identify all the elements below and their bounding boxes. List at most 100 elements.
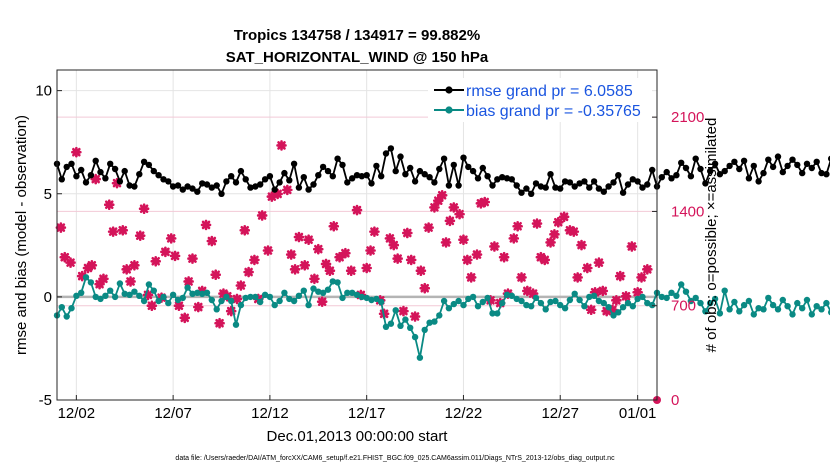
- bias-point: [697, 299, 704, 307]
- bias-point: [387, 320, 395, 327]
- obs-assimilated-marker: [316, 296, 328, 307]
- obs-assimilated-marker: [187, 253, 198, 264]
- obs-assimilated-marker: [312, 243, 324, 255]
- obs-assimilated-marker: [489, 241, 500, 252]
- obs-assimilated-marker: [192, 301, 204, 313]
- bias-point: [218, 297, 225, 305]
- obs-assimilated-marker: [429, 202, 440, 213]
- obs-assimilated-marker: [266, 191, 278, 202]
- data-file-footnote: data file: /Users/raeder/DAI/ATM_forcXX/…: [175, 455, 615, 462]
- y-tick-label-right: 2100: [671, 109, 704, 126]
- bias-point: [663, 294, 670, 302]
- bias-point: [629, 303, 636, 310]
- bias-point: [295, 292, 303, 299]
- bias-point: [344, 289, 351, 296]
- obs-assimilated-marker: [392, 253, 403, 264]
- bias-point: [402, 316, 409, 323]
- obs-assimilated-marker: [210, 269, 222, 281]
- bias-point: [169, 291, 177, 298]
- bias-point: [503, 291, 511, 298]
- bias-point: [566, 296, 574, 304]
- obs-assimilated-marker: [444, 215, 456, 227]
- x-tick-label: 12/02: [58, 405, 96, 422]
- bias-point: [668, 289, 675, 296]
- rmse-point: [426, 174, 433, 181]
- bias-point: [87, 279, 95, 286]
- obs-assimilated-marker: [558, 211, 570, 223]
- rmse-point: [310, 181, 317, 188]
- obs-assimilated-marker: [636, 272, 647, 283]
- rmse-point: [547, 171, 554, 178]
- rmse-point: [145, 161, 153, 169]
- bias-point: [107, 287, 114, 294]
- rmse-point: [489, 182, 496, 189]
- obs-assimilated-marker: [293, 231, 305, 243]
- bias-point: [276, 297, 283, 305]
- rmse-point: [368, 180, 375, 187]
- obs-assimilated-marker: [160, 246, 171, 258]
- rmse-point: [465, 163, 472, 171]
- rmse-point: [450, 161, 457, 169]
- obs-assimilated-marker: [303, 234, 314, 246]
- bias-point: [411, 333, 419, 341]
- rmse-point: [194, 188, 201, 195]
- bias-point: [165, 299, 172, 307]
- rmse-point: [474, 175, 482, 182]
- rmse-point: [557, 185, 564, 192]
- obs-assimilated-marker: [607, 304, 618, 316]
- obs-assimilated-marker: [522, 285, 533, 297]
- obs-assimilated-marker: [614, 270, 626, 282]
- rmse-point: [411, 178, 419, 185]
- bias-point: [305, 301, 312, 309]
- bias-point: [557, 301, 564, 309]
- bias-point: [242, 294, 249, 302]
- rmse-point: [150, 167, 157, 175]
- obs-assimilated-marker: [86, 260, 98, 271]
- obs-assimilated-marker: [582, 262, 593, 274]
- bias-point: [595, 297, 603, 305]
- rmse-point: [576, 180, 583, 187]
- bias-point: [765, 294, 772, 302]
- bias-point: [358, 293, 365, 301]
- obs-assimilated-marker: [402, 227, 413, 239]
- rmse-point: [663, 168, 670, 176]
- bias-point: [789, 311, 796, 318]
- rmse-point: [136, 171, 143, 178]
- rmse-point: [223, 178, 230, 185]
- obs-assimilated-marker: [601, 305, 612, 317]
- bias-point: [324, 286, 332, 293]
- rmse-point: [649, 166, 656, 174]
- obs-assimilated-marker: [409, 311, 421, 322]
- bias-point: [484, 294, 491, 302]
- bias-point: [126, 291, 133, 298]
- obs-assimilated-marker: [479, 196, 491, 208]
- rmse-point: [97, 168, 104, 176]
- rmse-point: [552, 184, 559, 191]
- obs-assimilated-marker: [243, 266, 254, 278]
- bias-point: [542, 306, 549, 313]
- obs-assimilated-marker: [632, 286, 643, 298]
- rmse-point: [387, 145, 395, 152]
- obs-assimilated-marker: [200, 219, 212, 231]
- rmse-point: [736, 165, 743, 173]
- bias-point: [445, 305, 453, 312]
- rmse-point: [537, 183, 545, 190]
- rmse-point: [247, 184, 254, 191]
- obs-assimilated-marker: [183, 276, 194, 287]
- bias-point: [407, 324, 414, 331]
- bias-point: [658, 293, 665, 301]
- obs-assimilated-marker: [71, 146, 82, 158]
- bias-point: [150, 287, 157, 294]
- rmse-point: [82, 179, 90, 186]
- rmse-point: [765, 156, 772, 163]
- bias-point: [702, 308, 709, 315]
- obs-assimilated-marker: [527, 288, 539, 299]
- bias-point: [203, 289, 211, 296]
- ticks-group: 12/02 12/07 12/12 12/17 12/22 12/27 01/01 -5 0 5 1…: [35, 83, 704, 422]
- bias-point: [794, 299, 801, 307]
- rmse-point: [126, 182, 133, 189]
- bias-point: [678, 281, 685, 288]
- bias-point: [731, 298, 738, 306]
- obs-assimilated-marker: [361, 262, 372, 274]
- bias-point: [455, 297, 462, 305]
